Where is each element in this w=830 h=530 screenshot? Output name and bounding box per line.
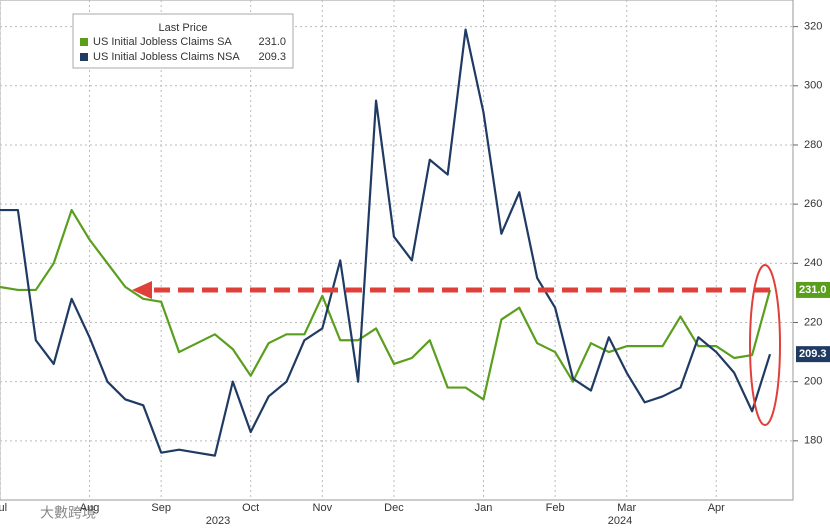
arrow-head <box>132 281 152 299</box>
legend: Last Price US Initial Jobless Claims SA … <box>72 13 294 69</box>
x-tick-label: Oct <box>242 502 259 514</box>
grid <box>0 0 793 500</box>
y-tick-label: 240 <box>804 257 822 269</box>
y-tick-label: 220 <box>804 316 822 328</box>
highlight-ellipse <box>749 264 781 426</box>
series-line <box>0 208 772 401</box>
y-tick-label: 260 <box>804 198 822 210</box>
legend-swatch <box>80 53 88 61</box>
last-value-tag <box>796 281 830 298</box>
legend-entry: US Initial Jobless Claims SA <box>93 36 232 48</box>
last-value-label: 209.3 <box>799 348 827 360</box>
y-tick-label: 280 <box>804 139 822 151</box>
x-tick-label: Apr <box>708 502 725 514</box>
x-tick-label: Dec <box>384 502 404 514</box>
y-tick-label: 180 <box>804 435 822 447</box>
legend-entry: US Initial Jobless Claims NSA <box>93 51 240 63</box>
legend-title: Last Price <box>159 22 208 34</box>
watermark: 大數跨境 <box>40 505 96 521</box>
legend-value: 209.3 <box>258 51 286 63</box>
x-tick-label: Jul <box>0 502 7 514</box>
legend-swatch <box>80 38 88 46</box>
last-value-label: 231.0 <box>799 284 827 296</box>
y-tick-label: 300 <box>804 80 822 92</box>
year-label: 2024 <box>608 515 632 527</box>
x-tick-label: Jan <box>475 502 493 514</box>
x-tick-label: Sep <box>151 502 171 514</box>
x-tick-label: Nov <box>313 502 333 514</box>
series-line <box>0 28 772 457</box>
x-tick-label: Aug <box>80 502 100 514</box>
lines <box>0 28 772 457</box>
year-label: 2023 <box>206 515 230 527</box>
legend-box <box>72 13 294 69</box>
last-value-tag <box>796 346 830 363</box>
x-tick-label: Mar <box>617 502 636 514</box>
legend-value: 231.0 <box>258 36 286 48</box>
x-tick-label: Feb <box>546 502 565 514</box>
plot-area <box>0 0 794 501</box>
y-tick-label: 320 <box>804 21 822 33</box>
y-tick-label: 200 <box>804 376 822 388</box>
